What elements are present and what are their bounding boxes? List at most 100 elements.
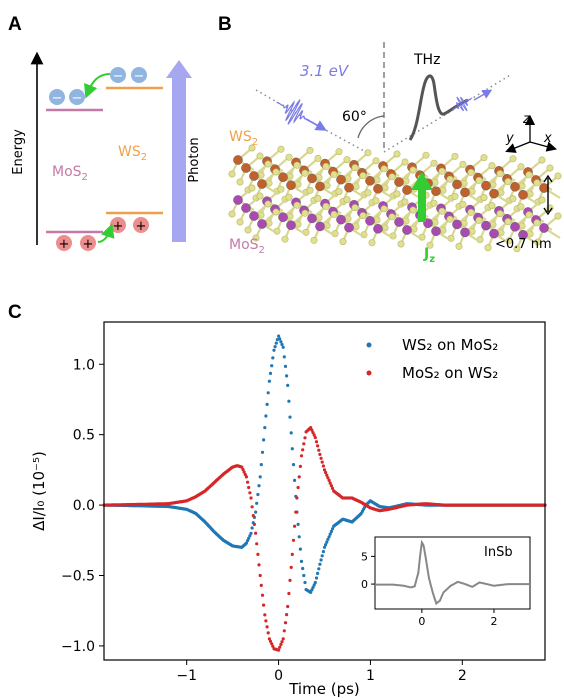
s-atom: [343, 196, 351, 204]
data-point: [278, 645, 282, 649]
data-point: [301, 448, 305, 452]
s-atom: [248, 184, 256, 192]
panel-a: A Energy Photon MoS2 WS2 − − − − + + +: [8, 14, 202, 252]
data-point: [291, 463, 296, 467]
x-tick-label: 2: [458, 668, 467, 684]
thz-probe-pulse-icon: [451, 96, 473, 112]
data-point: [256, 552, 260, 557]
s-atom: [343, 156, 351, 164]
s-atom: [455, 242, 463, 250]
data-point: [262, 438, 266, 442]
data-point: [322, 545, 327, 549]
legend-marker: [366, 370, 372, 376]
mo-atom: [518, 229, 528, 240]
s-atom: [459, 160, 467, 168]
data-point: [318, 452, 322, 456]
data-point: [279, 642, 283, 647]
s-atom: [314, 194, 322, 202]
data-point: [320, 460, 324, 464]
s-atom: [281, 235, 289, 243]
s-atom: [364, 149, 372, 157]
s-atom: [496, 170, 504, 178]
data-point: [314, 440, 319, 444]
s-atom: [484, 244, 492, 252]
s-atom: [368, 239, 376, 247]
data-point: [324, 470, 328, 475]
inset-x-tick-label: 2: [490, 615, 497, 628]
w-atom: [241, 163, 251, 173]
s-atom: [525, 211, 533, 219]
s-atom: [393, 150, 401, 158]
data-point: [256, 492, 260, 497]
data-point: [322, 468, 327, 472]
s-atom: [306, 186, 314, 194]
y-tick-label: −1.0: [61, 639, 95, 655]
data-point: [312, 433, 316, 437]
w-atom: [481, 180, 491, 191]
s-atom: [301, 209, 309, 217]
data-point: [310, 428, 314, 432]
hole-transfer-arrow: [97, 223, 115, 243]
mo-atom: [286, 220, 296, 230]
data-point: [263, 426, 267, 430]
heterostructure-slab: [228, 144, 562, 253]
data-point: [250, 505, 254, 509]
pump-pulse-icon: [276, 99, 312, 125]
mo-atom: [278, 212, 288, 222]
s-atom: [388, 173, 396, 181]
data-point: [277, 648, 281, 652]
w-atom: [510, 181, 520, 192]
w-atom: [373, 183, 383, 194]
x-tick-label: 1: [366, 668, 375, 684]
data-point: [302, 442, 306, 446]
data-point: [294, 510, 298, 514]
data-point: [290, 447, 294, 451]
legend-label: WS₂ on MoS₂: [402, 336, 498, 354]
mo-atom: [344, 222, 354, 233]
svg-text:+: +: [136, 219, 147, 234]
data-point: [314, 576, 319, 580]
w-atom: [336, 174, 346, 185]
data-point: [260, 593, 265, 597]
w-atom: [257, 179, 267, 189]
data-point: [326, 476, 330, 480]
w-atom: [460, 187, 470, 198]
data-point: [311, 585, 315, 590]
s-atom: [546, 164, 554, 172]
data-point: [286, 604, 290, 609]
w-atom: [315, 181, 325, 192]
svg-text:x: x: [543, 131, 552, 146]
mo-atom: [481, 220, 491, 231]
data-point: [280, 342, 284, 347]
data-point: [259, 463, 263, 467]
panel-b: B 3.1 eV 60° THz z y x WS2 MoS2: [218, 14, 562, 265]
mo-atom: [241, 203, 251, 213]
data-point: [249, 531, 253, 535]
data-point: [271, 644, 275, 648]
data-point: [290, 552, 294, 557]
electron-pair-mos2: − −: [49, 89, 85, 106]
w-atom: [278, 172, 288, 182]
svg-text:−: −: [72, 91, 83, 106]
s-atom: [538, 156, 546, 164]
s-atom: [380, 165, 388, 173]
data-point: [283, 364, 288, 368]
data-point: [270, 642, 274, 646]
data-point: [268, 639, 273, 643]
y-axis-label: ΔI/I₀ (10⁻⁵): [30, 451, 48, 531]
data-point: [327, 478, 331, 482]
data-point: [317, 567, 321, 571]
data-point: [285, 613, 289, 617]
data-point: [257, 563, 261, 567]
data-point: [246, 539, 250, 543]
data-point: [255, 501, 259, 505]
data-point: [282, 355, 286, 359]
data-point: [287, 591, 291, 596]
s-atom: [459, 200, 467, 208]
pump-energy-label: 3.1 eV: [300, 62, 350, 80]
thickness-marker: [543, 174, 553, 216]
data-point: [254, 531, 258, 535]
w-atom: [402, 185, 412, 195]
w-atom: [233, 155, 243, 165]
data-point: [244, 541, 248, 545]
